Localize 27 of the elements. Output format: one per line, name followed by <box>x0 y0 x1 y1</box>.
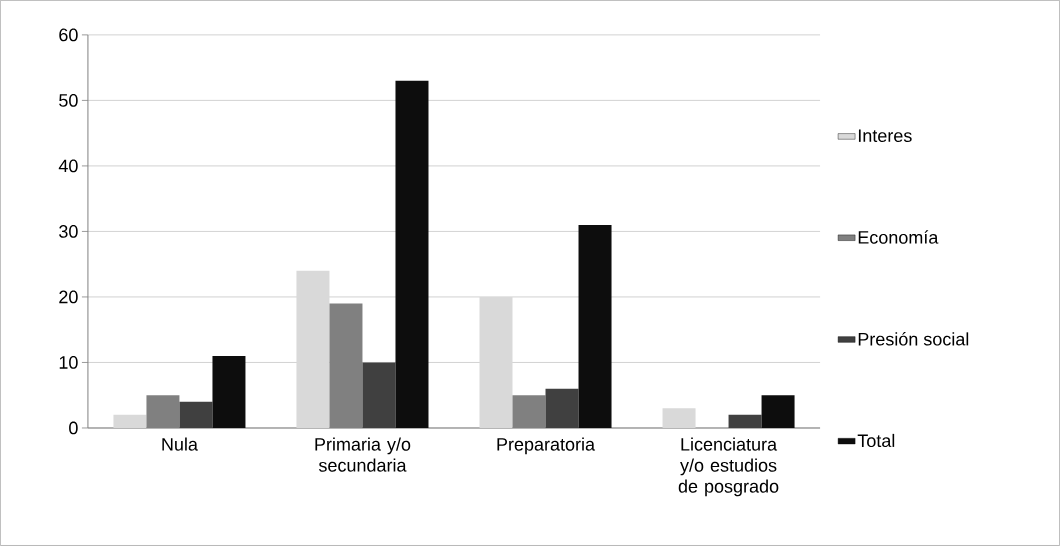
legend-label: Interes <box>858 129 912 143</box>
bar <box>296 270 330 429</box>
y-tick-label: 0 <box>69 421 78 435</box>
bar <box>179 401 213 429</box>
y-tick-label: 30 <box>59 225 78 238</box>
y-tick-label: 60 <box>59 28 78 42</box>
y-tick-label: 40 <box>58 159 78 173</box>
bar <box>212 355 246 429</box>
bar <box>395 80 429 429</box>
bar <box>662 408 696 429</box>
y-tick-label: 50 <box>59 94 78 107</box>
bar <box>362 362 396 429</box>
bar <box>578 224 612 429</box>
x-tick-label: Preparatoria <box>497 437 596 455</box>
y-tick-label: 20 <box>59 290 78 304</box>
y-tick-label: 10 <box>59 356 78 369</box>
bar <box>479 296 513 429</box>
x-tick-label: Nula <box>162 437 198 451</box>
bar <box>113 414 147 429</box>
legend-label: Economía <box>858 230 939 244</box>
x-tick-label: Licenciatura y/o estudios de posgrado <box>678 437 779 497</box>
bar <box>728 414 762 429</box>
legend-label: Presión social <box>858 332 969 346</box>
x-tick-label: Primaria y/o secundaria <box>315 437 411 472</box>
legend-label: Total <box>857 433 895 448</box>
bar <box>545 388 579 429</box>
bar <box>761 395 795 429</box>
